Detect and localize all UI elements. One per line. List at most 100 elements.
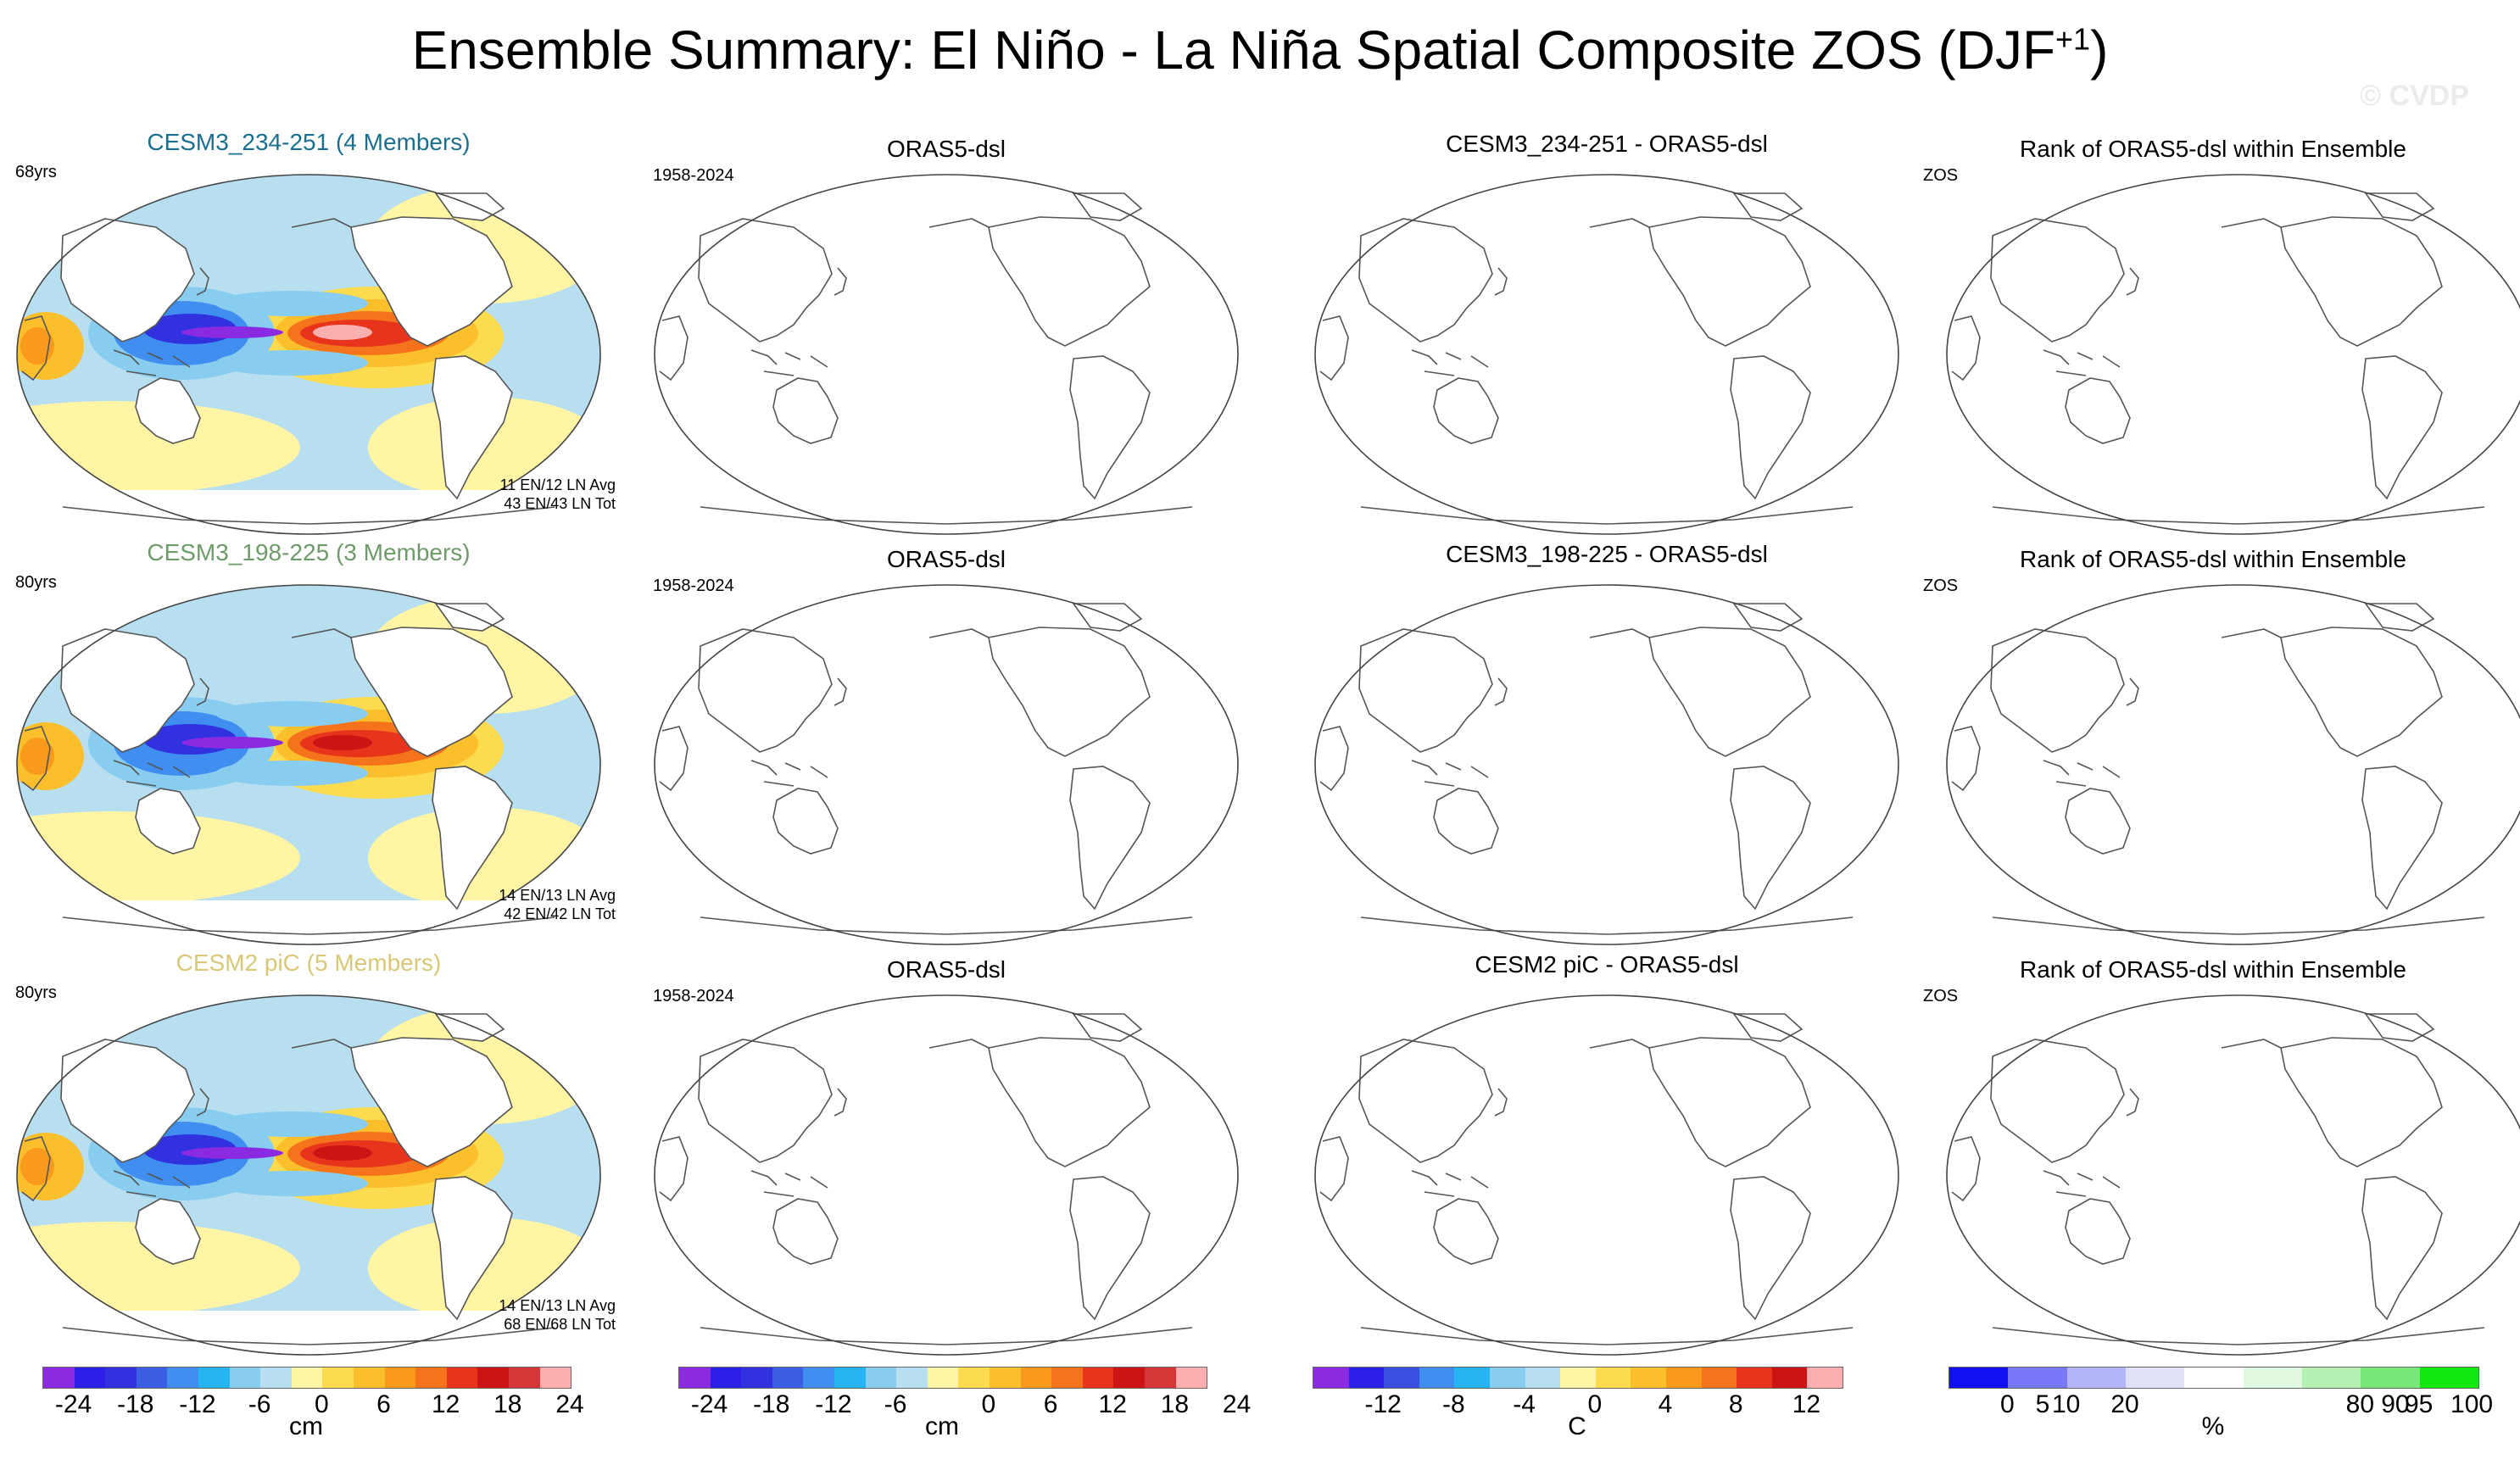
rank-map <box>1946 174 2520 535</box>
obs-panel-title: ORAS5-dsl <box>886 546 1006 572</box>
colorbar-tick-label: 10 <box>2051 1390 2081 1418</box>
colorbar-box <box>260 1368 292 1388</box>
colorbar-tick-label: 0 <box>314 1390 329 1418</box>
colorbar-box <box>896 1368 928 1388</box>
colorbar-tick-label: 12 <box>1098 1390 1127 1418</box>
colorbar-tick-label: 0 <box>1999 1390 2015 1418</box>
event-avg-label: 14 EN/13 LN Avg <box>499 887 616 904</box>
ensemble-mean-map <box>16 174 601 535</box>
colorbar-tick-label: 12 <box>1792 1390 1821 1418</box>
colorbar-box <box>1560 1368 1596 1388</box>
colorbar-tick-label: 24 <box>1222 1390 1252 1418</box>
colorbar-box <box>1020 1368 1052 1388</box>
ensemble-panel-title: CESM3_234-251 (4 Members) <box>147 129 471 155</box>
colorbar-box <box>43 1368 75 1388</box>
colorbar-box <box>1348 1368 1385 1388</box>
colorbar-tick-label: -24 <box>54 1390 92 1418</box>
colorbar-tick-label: -12 <box>1364 1390 1402 1418</box>
colorbar-box <box>2066 1368 2126 1388</box>
colorbar-box <box>679 1368 711 1388</box>
colorbar-box <box>1051 1368 1083 1388</box>
obs-map <box>654 584 1239 945</box>
colorbar-box <box>2361 1368 2420 1388</box>
colorbar-box <box>2419 1368 2478 1388</box>
colorbar-unit-label: % <box>2201 1412 2225 1440</box>
colorbar-box <box>74 1368 106 1388</box>
colorbar-box <box>384 1368 416 1388</box>
colorbar-tick-label: 8 <box>1728 1390 1743 1418</box>
colorbar-tick-label: -6 <box>248 1390 271 1418</box>
rank-panel-title: Rank of ORAS5-dsl within Ensemble <box>2020 136 2406 162</box>
colorbar-box <box>2184 1368 2244 1388</box>
rank-var-label: ZOS <box>1923 987 1959 1005</box>
rank-var-label: ZOS <box>1923 577 1959 595</box>
colorbar-box <box>136 1368 168 1388</box>
obs-map <box>654 994 1239 1356</box>
colorbar-box <box>1144 1368 1176 1388</box>
colorbar-tick-label: -24 <box>690 1390 728 1418</box>
colorbar-tick-label: 90 <box>2381 1390 2410 1418</box>
difference-map <box>1314 584 1899 945</box>
colorbar-box <box>1949 1368 2009 1388</box>
colorbar-box <box>539 1368 571 1388</box>
colorbar-tick-label: 20 <box>2110 1390 2139 1418</box>
colorbar-box <box>446 1368 478 1388</box>
colorbar-box <box>1113 1368 1145 1388</box>
colorbar-box <box>1175 1368 1207 1388</box>
colorbar-tick-label: 100 <box>2450 1390 2494 1418</box>
years-label: 80yrs <box>15 573 57 592</box>
colorbar-box <box>105 1368 137 1388</box>
years-label: 80yrs <box>15 983 57 1002</box>
colorbar-box <box>958 1368 990 1388</box>
colorbar-box <box>710 1368 742 1388</box>
colorbar-tick-label: 0 <box>1587 1390 1603 1418</box>
rank-map <box>1946 584 2520 945</box>
colorbar-box <box>1313 1368 1349 1388</box>
rank-panel-title: Rank of ORAS5-dsl within Ensemble <box>2020 956 2406 983</box>
colorbar-tick-label: -12 <box>179 1390 216 1418</box>
diff-panel-title: CESM3_234-251 - ORAS5-dsl <box>1446 131 1768 157</box>
watermark: © CVDP <box>2360 80 2469 112</box>
colorbar-tick-label: 18 <box>493 1390 522 1418</box>
colorbar-tick-label: 0 <box>981 1390 996 1418</box>
colorbar-box <box>927 1368 959 1388</box>
ensemble-mean-map <box>16 994 601 1356</box>
colorbar-tick-label: -18 <box>753 1390 790 1418</box>
colorbar-box <box>989 1368 1021 1388</box>
colorbar-tick-label: -8 <box>1442 1390 1465 1418</box>
diff-panel-title: CESM3_198-225 - ORAS5-dsl <box>1446 541 1768 567</box>
colorbar-unit-label: cm <box>289 1412 323 1440</box>
colorbar-box <box>508 1368 540 1388</box>
difference-map <box>1314 174 1899 535</box>
colorbar-box <box>198 1368 230 1388</box>
colorbar-diff <box>1313 1367 1843 1389</box>
colorbar-box <box>1384 1368 1419 1388</box>
colorbar-box <box>1419 1368 1455 1388</box>
colorbar-box <box>1737 1368 1772 1388</box>
event-avg-label: 14 EN/13 LN Avg <box>499 1297 616 1314</box>
rank-map <box>1946 994 2520 1356</box>
event-avg-label: 11 EN/12 LN Avg <box>499 476 616 493</box>
colorbar-rank <box>1949 1367 2479 1389</box>
colorbar-box <box>1595 1368 1631 1388</box>
rank-panel-title: Rank of ORAS5-dsl within Ensemble <box>2020 546 2406 572</box>
colorbar-tick-label: 12 <box>431 1390 460 1418</box>
colorbar-box <box>415 1368 447 1388</box>
colorbar-box <box>2243 1368 2302 1388</box>
obs-period-label: 1958-2024 <box>653 987 734 1005</box>
colorbar-tick-label: 4 <box>1658 1390 1673 1418</box>
colorbar-box <box>322 1368 354 1388</box>
obs-map <box>654 174 1239 535</box>
colorbar-box <box>1665 1368 1702 1388</box>
colorbar-box <box>1489 1368 1525 1388</box>
colorbar-tick-label: -18 <box>117 1390 154 1418</box>
figure-title: Ensemble Summary: El Niño - La Niña Spat… <box>411 19 2109 81</box>
colorbar-tick-label: 5 <box>2035 1390 2050 1418</box>
colorbar-tick-label: 6 <box>1043 1390 1058 1418</box>
colorbar-box <box>2008 1368 2067 1388</box>
colorbar-box <box>865 1368 897 1388</box>
ensemble-mean-map <box>16 584 601 945</box>
colorbar-unit-label: C <box>1568 1412 1586 1440</box>
colorbar-box <box>2125 1368 2185 1388</box>
colorbar-box <box>2301 1368 2361 1388</box>
